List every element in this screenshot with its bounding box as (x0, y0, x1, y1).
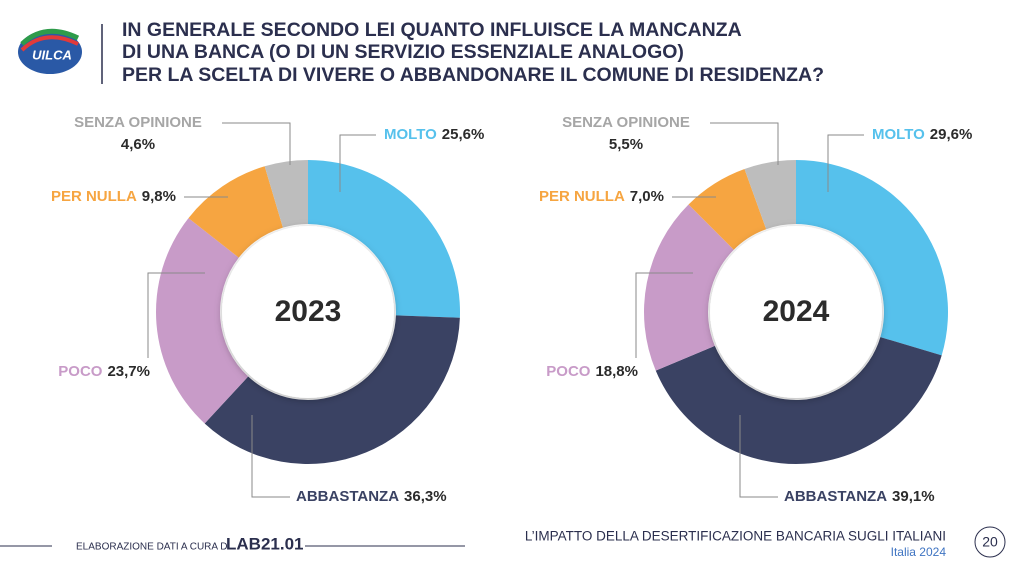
leader-line (827, 134, 864, 192)
center-label: 2024 (763, 295, 830, 328)
leader-line (251, 415, 290, 498)
data-label: MOLTO 25,6% (384, 126, 484, 143)
category-label: POCO (546, 363, 591, 380)
data-label: PER NULLA 9,8% (51, 188, 176, 205)
value-label: 18,8% (595, 363, 638, 380)
donut-hole (710, 226, 882, 398)
logo-stripe (20, 35, 79, 52)
value-label: 4,6% (121, 136, 155, 153)
logo: UILCA (18, 28, 82, 74)
value-label: 39,1% (892, 488, 935, 505)
category-label: ABBASTANZA (784, 488, 887, 505)
category-label: MOLTO (872, 126, 925, 143)
value-label: 36,3% (404, 488, 447, 505)
leader-line (710, 122, 779, 165)
category-label: PER NULLA (51, 188, 137, 205)
category-label: SENZA OPINIONE (562, 114, 690, 131)
footer-subtitle: Italia 2024 (891, 545, 947, 559)
value-label: 7,0% (630, 188, 664, 205)
value-label: 23,7% (107, 363, 150, 380)
donut-segment (155, 218, 249, 424)
page-number: 20 (982, 534, 998, 550)
footer-report: L’IMPATTO DELLA DESERTIFICAZIONE BANCARI… (525, 529, 946, 544)
title-line: IN GENERALE SECONDO LEI QUANTO INFLUISCE… (122, 19, 742, 41)
donut-segment (264, 160, 308, 228)
donut-segment (204, 315, 460, 464)
category-label: PER NULLA (539, 188, 625, 205)
donut-hole (222, 226, 394, 398)
donut-segment (796, 160, 948, 356)
value-label: 5,5% (609, 136, 643, 153)
category-label: ABBASTANZA (296, 488, 399, 505)
donut-segment (188, 166, 283, 258)
page-badge (974, 526, 1006, 558)
donut-segment (688, 168, 767, 250)
data-label: POCO 18,8% (546, 363, 638, 380)
footer-credit: ELABORAZIONE DATI A CURA DI (76, 542, 230, 553)
footer: ELABORAZIONE DATI A CURA DI LAB21.01 L’I… (0, 526, 1006, 559)
data-label: ABBASTANZA 39,1% (784, 488, 935, 505)
donut-segment (308, 160, 461, 318)
data-label: MOLTO 29,6% (872, 126, 972, 143)
leader-line (635, 272, 693, 358)
title-line: PER LA SCELTA DI VIVERE O ABBANDONARE IL… (122, 64, 824, 86)
logo-stripe (20, 28, 80, 46)
value-label: 25,6% (442, 126, 485, 143)
value-label: 29,6% (930, 126, 973, 143)
leader-line (147, 272, 205, 358)
data-label: ABBASTANZA 36,3% (296, 488, 447, 505)
value-label: 9,8% (142, 188, 176, 205)
category-label: SENZA OPINIONE (74, 114, 202, 131)
donut-segment (655, 337, 942, 464)
footer-lab: LAB21.01 (226, 534, 303, 553)
donut-segment (744, 160, 796, 230)
category-label: POCO (58, 363, 103, 380)
donut-segment (644, 204, 734, 371)
category-label: MOLTO (384, 126, 437, 143)
title-line: DI UNA BANCA (O DI UN SERVIZIO ESSENZIAL… (122, 41, 684, 63)
leader-line (339, 134, 376, 192)
leader-line (222, 122, 291, 165)
donut-chart: 2023 MOLTO 25,6% ABBASTANZA 36,3% POCO 23,7% PE… (51, 114, 484, 505)
data-label: PER NULLA 7,0% (539, 188, 664, 205)
logo-text: UILCA (32, 47, 72, 62)
center-label: 2023 (275, 295, 342, 328)
leader-line (739, 415, 778, 498)
data-label: POCO 23,7% (58, 363, 150, 380)
donut-chart: 2024 MOLTO 29,6% ABBASTANZA 39,1% POCO 18,8% PE… (539, 114, 972, 505)
